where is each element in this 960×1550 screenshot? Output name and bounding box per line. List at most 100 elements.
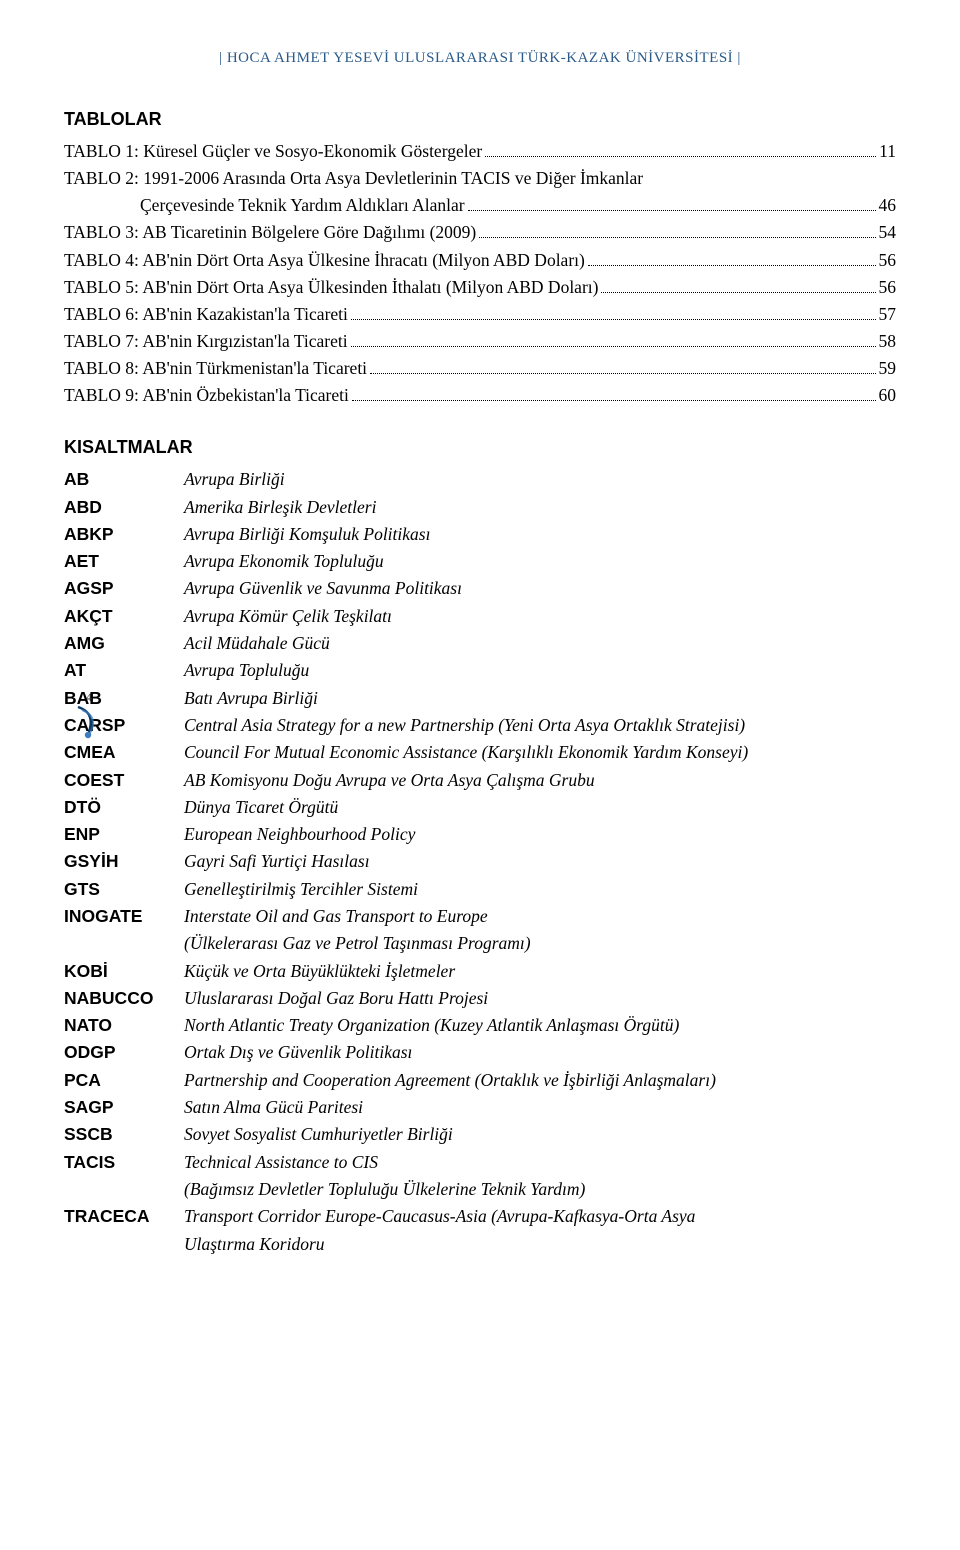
abbr-row: BABBatı Avrupa Birliği bbox=[64, 685, 896, 712]
abbr-row: AKÇTAvrupa Kömür Çelik Teşkilatı bbox=[64, 603, 896, 630]
toc-label: TABLO 7: AB'nin Kırgızistan'la Ticareti bbox=[64, 328, 348, 355]
abbr-key: AMG bbox=[64, 630, 184, 657]
abbr-key: AB bbox=[64, 466, 184, 493]
toc-label: TABLO 2: 1991-2006 Arasında Orta Asya De… bbox=[64, 165, 643, 192]
abbr-key: NABUCCO bbox=[64, 985, 184, 1012]
abbr-key: NATO bbox=[64, 1012, 184, 1039]
abbr-value: Sovyet Sosyalist Cumhuriyetler Birliği bbox=[184, 1121, 896, 1148]
abbr-key: PCA bbox=[64, 1067, 184, 1094]
toc-page: 57 bbox=[879, 301, 897, 328]
toc-label: Çerçevesinde Teknik Yardım Aldıkları Ala… bbox=[64, 192, 465, 219]
toc-leader bbox=[351, 305, 876, 320]
abbr-continuation: Ulaştırma Koridoru bbox=[184, 1231, 896, 1258]
abbr-value: Avrupa Topluluğu bbox=[184, 657, 896, 684]
abbr-key: AT bbox=[64, 657, 184, 684]
toc-leader bbox=[351, 332, 876, 347]
header-bar-left: | bbox=[219, 50, 227, 66]
toc-line: TABLO 2: 1991-2006 Arasında Orta Asya De… bbox=[64, 165, 896, 192]
abbr-row: SAGPSatın Alma Gücü Paritesi bbox=[64, 1094, 896, 1121]
toc-label: TABLO 8: AB'nin Türkmenistan'la Ticareti bbox=[64, 355, 367, 382]
abbr-key: TACIS bbox=[64, 1149, 184, 1176]
toc-leader bbox=[352, 386, 876, 401]
toc-page: 54 bbox=[879, 219, 897, 246]
abbr-key: COEST bbox=[64, 767, 184, 794]
toc-page: 46 bbox=[879, 192, 897, 219]
kisaltmalar-title: KISALTMALAR bbox=[64, 437, 896, 458]
abbr-continuation: (Bağımsız Devletler Topluluğu Ülkelerine… bbox=[184, 1176, 896, 1203]
abbr-value: European Neighbourhood Policy bbox=[184, 821, 896, 848]
toc-leader bbox=[370, 359, 875, 374]
toc-label: TABLO 5: AB'nin Dört Orta Asya Ülkesinde… bbox=[64, 274, 598, 301]
abbr-row: ABKPAvrupa Birliği Komşuluk Politikası bbox=[64, 521, 896, 548]
abbr-key: DTÖ bbox=[64, 794, 184, 821]
abbr-value: Partnership and Cooperation Agreement (O… bbox=[184, 1067, 896, 1094]
abbr-row: DTÖDünya Ticaret Örgütü bbox=[64, 794, 896, 821]
abbr-value: Batı Avrupa Birliği bbox=[184, 685, 896, 712]
abbr-value: Transport Corridor Europe-Caucasus-Asia … bbox=[184, 1203, 896, 1230]
toc-line: TABLO 7: AB'nin Kırgızistan'la Ticareti 5… bbox=[64, 328, 896, 355]
abbr-value: Avrupa Güvenlik ve Savunma Politikası bbox=[184, 575, 896, 602]
abbr-value: Genelleştirilmiş Tercihler Sistemi bbox=[184, 876, 896, 903]
abbr-row: INOGATEInterstate Oil and Gas Transport … bbox=[64, 903, 896, 930]
abbr-value: North Atlantic Treaty Organization (Kuze… bbox=[184, 1012, 896, 1039]
toc-page: 59 bbox=[879, 355, 897, 382]
abbr-value: Satın Alma Gücü Paritesi bbox=[184, 1094, 896, 1121]
abbr-row: CARSPCentral Asia Strategy for a new Par… bbox=[64, 712, 896, 739]
abbr-key: ABKP bbox=[64, 521, 184, 548]
abbr-key: ODGP bbox=[64, 1039, 184, 1066]
toc-page: 56 bbox=[879, 274, 897, 301]
toc-line: TABLO 1: Küresel Güçler ve Sosyo-Ekonomi… bbox=[64, 138, 896, 165]
abbr-value: Acil Müdahale Gücü bbox=[184, 630, 896, 657]
toc-line: TABLO 9: AB'nin Özbekistan'la Ticareti60 bbox=[64, 382, 896, 409]
abbr-key: ABD bbox=[64, 494, 184, 521]
toc-leader bbox=[468, 196, 876, 211]
abbr-row: AMGAcil Müdahale Gücü bbox=[64, 630, 896, 657]
abbr-key: GSYİH bbox=[64, 848, 184, 875]
abbr-row: TRACECATransport Corridor Europe-Caucasu… bbox=[64, 1203, 896, 1230]
toc-line: TABLO 6: AB'nin Kazakistan'la Ticareti57 bbox=[64, 301, 896, 328]
toc-label: TABLO 1: Küresel Güçler ve Sosyo-Ekonomi… bbox=[64, 138, 482, 165]
abbr-row: CMEACouncil For Mutual Economic Assistan… bbox=[64, 739, 896, 766]
page-number: 4 bbox=[86, 690, 92, 705]
abbr-row: GSYİHGayri Safi Yurtiçi Hasılası bbox=[64, 848, 896, 875]
toc-line: TABLO 3: AB Ticaretinin Bölgelere Göre D… bbox=[64, 219, 896, 246]
abbr-value: Küçük ve Orta Büyüklükteki İşletmeler bbox=[184, 958, 896, 985]
tablolar-title: TABLOLAR bbox=[64, 109, 896, 130]
toc-line: Çerçevesinde Teknik Yardım Aldıkları Ala… bbox=[64, 192, 896, 219]
side-marker: 4 bbox=[76, 690, 102, 739]
abbr-row: COESTAB Komisyonu Doğu Avrupa ve Orta As… bbox=[64, 767, 896, 794]
toc-leader bbox=[601, 278, 875, 293]
page: 4 | HOCA AHMET YESEVİ ULUSLARARASI TÜRK-… bbox=[64, 50, 896, 1258]
abbr-row: NATONorth Atlantic Treaty Organization (… bbox=[64, 1012, 896, 1039]
abbr-key: SAGP bbox=[64, 1094, 184, 1121]
abbr-row: ODGPOrtak Dış ve Güvenlik Politikası bbox=[64, 1039, 896, 1066]
abbr-row: PCAPartnership and Cooperation Agreement… bbox=[64, 1067, 896, 1094]
toc-label: TABLO 4: AB'nin Dört Orta Asya Ülkesine … bbox=[64, 247, 585, 274]
abbr-value: Avrupa Birliği bbox=[184, 466, 896, 493]
abbr-value: Avrupa Birliği Komşuluk Politikası bbox=[184, 521, 896, 548]
abbr-key: GTS bbox=[64, 876, 184, 903]
abbr-key: AKÇT bbox=[64, 603, 184, 630]
abbr-value: Interstate Oil and Gas Transport to Euro… bbox=[184, 903, 896, 930]
abbr-key: SSCB bbox=[64, 1121, 184, 1148]
abbr-value: Dünya Ticaret Örgütü bbox=[184, 794, 896, 821]
abbr-row: ATAvrupa Topluluğu bbox=[64, 657, 896, 684]
toc: TABLO 1: Küresel Güçler ve Sosyo-Ekonomi… bbox=[64, 138, 896, 409]
toc-page: 58 bbox=[879, 328, 897, 355]
toc-page: 56 bbox=[879, 247, 897, 274]
abbr-key: TRACECA bbox=[64, 1203, 184, 1230]
toc-label: TABLO 3: AB Ticaretinin Bölgelere Göre D… bbox=[64, 219, 476, 246]
swoosh-icon bbox=[76, 705, 102, 739]
abbr-value: Gayri Safi Yurtiçi Hasılası bbox=[184, 848, 896, 875]
toc-leader bbox=[588, 251, 876, 266]
abbr-value: Ortak Dış ve Güvenlik Politikası bbox=[184, 1039, 896, 1066]
toc-page: 60 bbox=[879, 382, 897, 409]
abbr-continuation: (Ülkelerarası Gaz ve Petrol Taşınması Pr… bbox=[184, 930, 896, 957]
abbr-key: CMEA bbox=[64, 739, 184, 766]
toc-leader bbox=[485, 142, 876, 157]
abbr-list: ABAvrupa BirliğiABDAmerika Birleşik Devl… bbox=[64, 466, 896, 1258]
toc-leader bbox=[479, 224, 875, 239]
university-header: | HOCA AHMET YESEVİ ULUSLARARASI TÜRK-KA… bbox=[64, 50, 896, 67]
abbr-value: Amerika Birleşik Devletleri bbox=[184, 494, 896, 521]
abbr-row: TACISTechnical Assistance to CIS bbox=[64, 1149, 896, 1176]
